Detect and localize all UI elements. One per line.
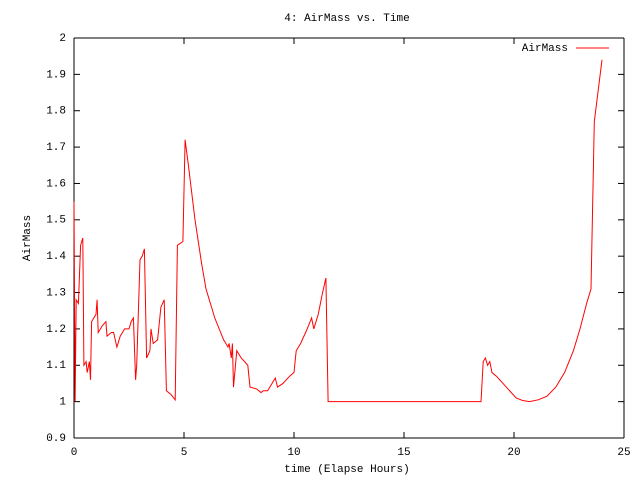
y-tick-label: 1.4: [46, 251, 66, 263]
x-tick-label: 0: [71, 447, 78, 459]
y-tick-label: 1.7: [46, 142, 66, 154]
y-axis-label: AirMass: [22, 215, 34, 261]
y-tick-label: 1.9: [46, 69, 66, 81]
y-tick-label: 0.9: [46, 433, 66, 445]
y-tick-label: 1.8: [46, 106, 66, 118]
legend-label: AirMass: [522, 43, 568, 55]
plot-frame: [73, 37, 625, 439]
x-axis-label: time (Elapse Hours): [284, 464, 409, 476]
y-tick-label: 1.5: [46, 215, 66, 227]
x-tick-label: 25: [617, 447, 630, 459]
x-tick-label: 20: [507, 447, 520, 459]
y-tick-label: 1.2: [46, 324, 66, 336]
x-tick-label: 15: [397, 447, 410, 459]
x-tick-label: 5: [181, 447, 188, 459]
chart-title: 4: AirMass vs. Time: [284, 13, 409, 25]
data-line: [73, 59, 603, 403]
y-tick-label: 2: [59, 33, 66, 45]
y-tick-label: 1.1: [46, 360, 66, 372]
y-tick-label: 1.6: [46, 178, 66, 190]
y-tick-label: 1: [59, 397, 66, 409]
y-tick-label: 1.3: [46, 287, 66, 299]
x-tick-label: 10: [287, 447, 300, 459]
